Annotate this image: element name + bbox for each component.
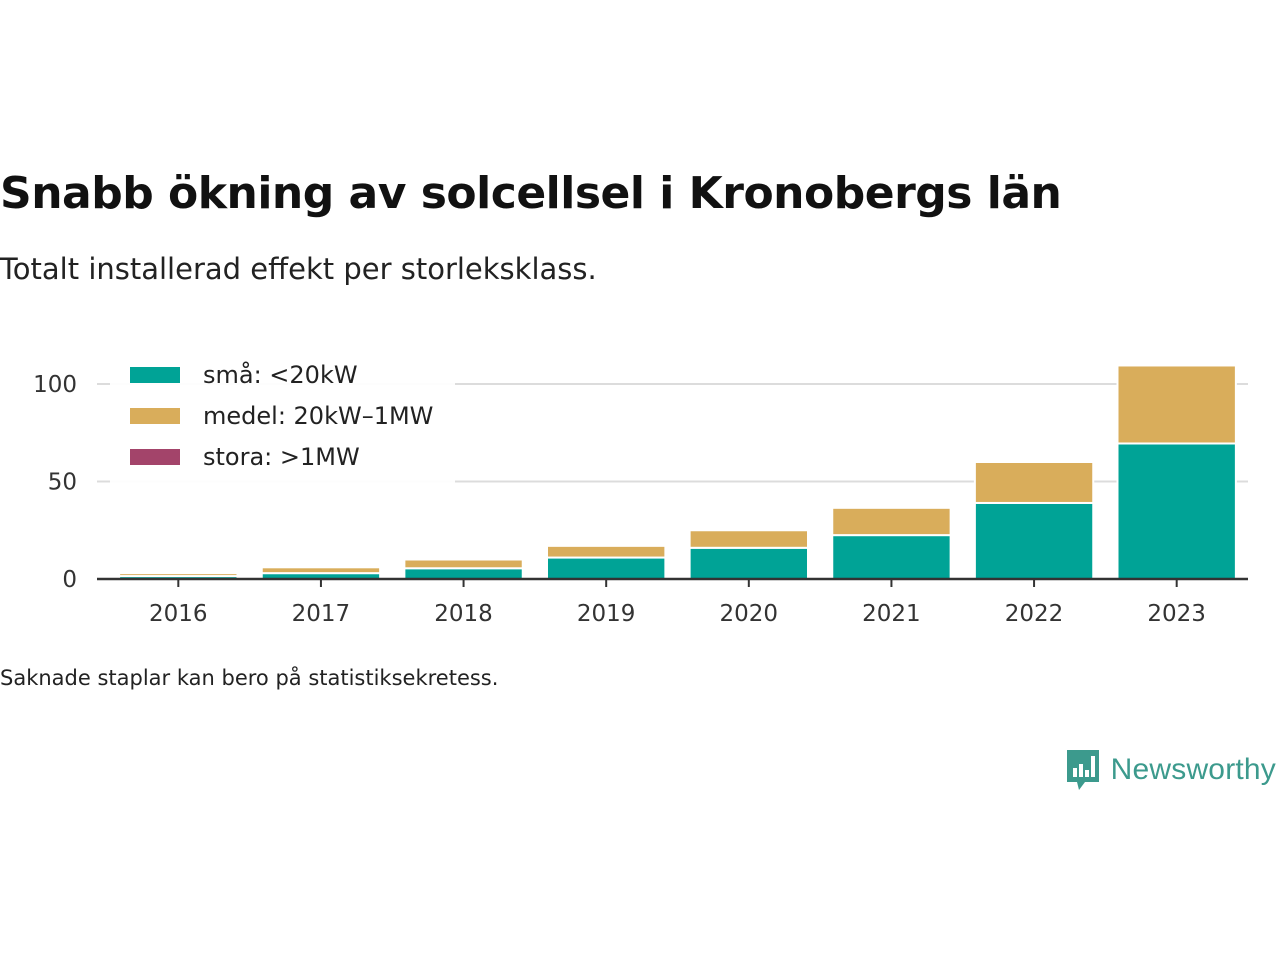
bar-2021-series-1: [831, 506, 952, 537]
x-tick-label: 2018: [434, 601, 493, 627]
x-tick-label: 2017: [292, 601, 351, 627]
bar-chart: 0 50 100 2016 2017 2018 2019 2020 2021 2022 2023 s…: [33, 352, 1248, 627]
x-tick-label: 2020: [720, 601, 779, 627]
bar-2021-series-0: [831, 534, 952, 580]
legend-swatch: [130, 449, 180, 465]
bar-2019-series-1: [545, 544, 667, 559]
x-tick-label: 2023: [1147, 601, 1206, 627]
bar-2018-series-0: [403, 567, 524, 580]
legend-label: små: <20kW: [203, 360, 358, 389]
legend-label: medel: 20kW–1MW: [203, 402, 433, 430]
x-tick-label: 2019: [577, 601, 636, 627]
bars: [118, 364, 1237, 581]
bar-2019-series-0: [545, 556, 667, 581]
bar-2020-series-0: [688, 546, 810, 581]
legend-swatch: [130, 408, 180, 424]
y-tick-label: 0: [62, 567, 77, 593]
footnote: Saknade staplar kan bero på statistiksek…: [0, 666, 499, 690]
legend-swatch: [130, 367, 180, 383]
legend-label: stora: >1MW: [203, 443, 360, 471]
bar-2022-series-0: [973, 501, 1095, 580]
x-tick-label: 2021: [862, 601, 921, 627]
bar-2022-series-1: [973, 461, 1095, 504]
brand-logo: Newsworthy: [1065, 748, 1276, 792]
y-tick-label: 50: [48, 470, 77, 496]
bar-2023-series-1: [1116, 364, 1237, 445]
bar-2020-series-1: [688, 529, 810, 549]
bar-2023-series-0: [1116, 442, 1237, 580]
y-tick-label: 100: [33, 372, 77, 398]
x-tick-label: 2022: [1005, 601, 1064, 627]
chart-title: Snabb ökning av solcellsel i Kronobergs …: [0, 168, 1062, 219]
bar-2016-series-1: [118, 572, 239, 578]
brand-name: Newsworthy: [1110, 753, 1276, 786]
x-tick-label: 2016: [149, 601, 208, 627]
axes: 0 50 100 2016 2017 2018 2019 2020 2021 2022 2023: [33, 372, 1248, 627]
newsworthy-logo-icon: [1066, 750, 1099, 790]
bar-2017-series-1: [260, 566, 382, 575]
bar-2018-series-1: [403, 558, 524, 570]
chart-subtitle: Totalt installerad effekt per storlekskl…: [0, 252, 597, 286]
legend: små: <20kW medel: 20kW–1MW stora: >1MW: [110, 352, 455, 487]
